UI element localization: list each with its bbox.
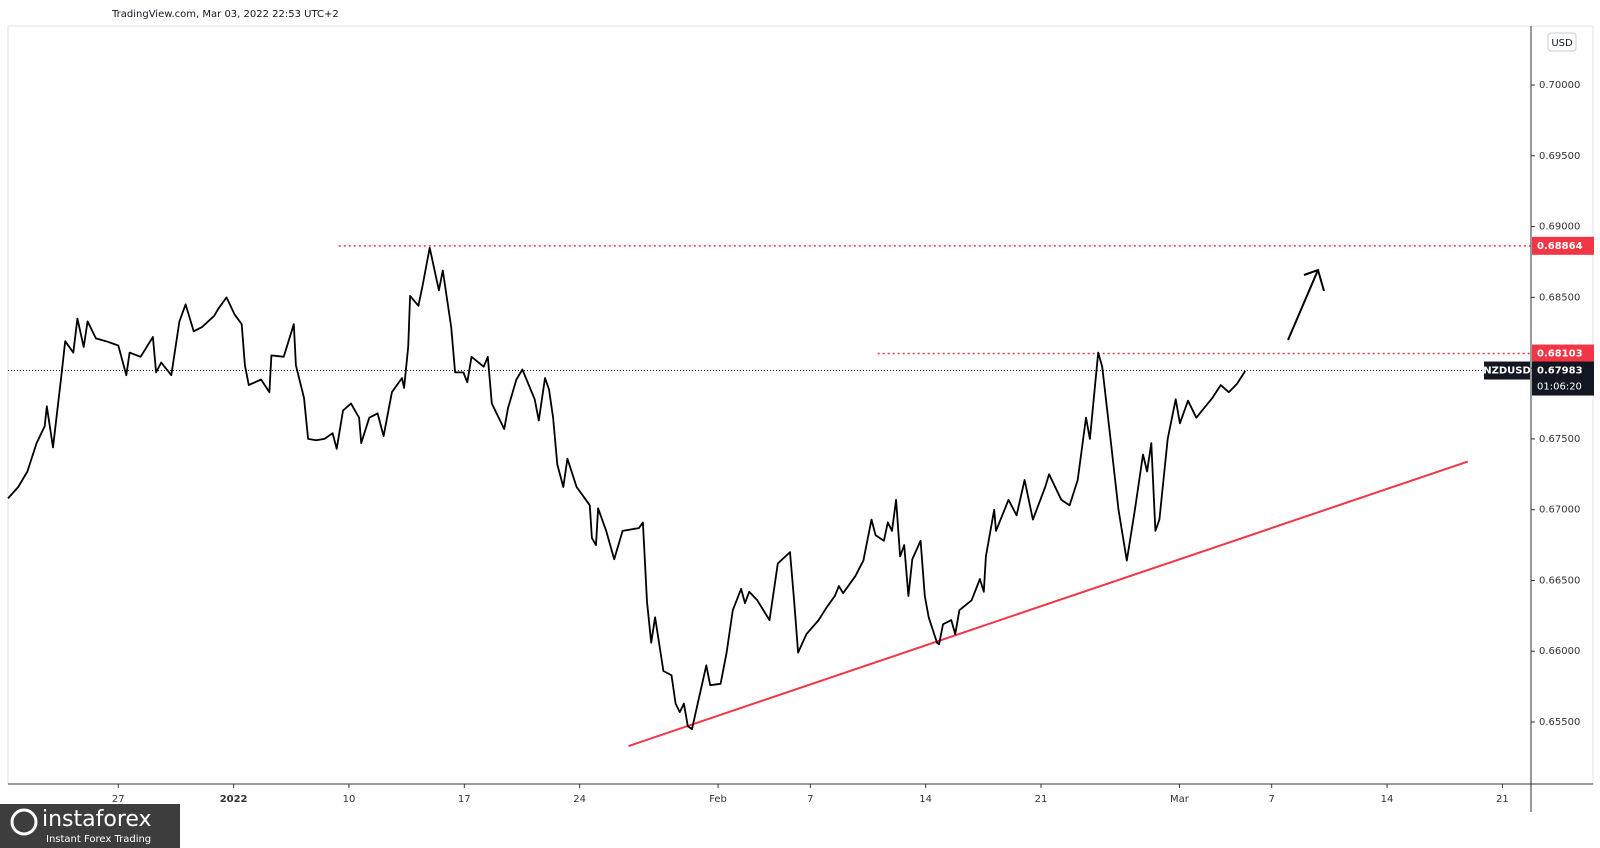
x-tick-label: 14 [919,794,932,805]
logo-name: instaforex [42,807,152,832]
x-tick-label: 10 [343,794,356,805]
y-tick-label: 0.67000 [1539,505,1580,516]
y-tick-label: 0.68500 [1539,292,1580,303]
currency[interactable]: USD [1551,38,1573,49]
y-tick-label: 0.65500 [1539,717,1580,728]
y-tick-label: 0.67500 [1539,434,1580,445]
countdown: 01:06:20 [1537,382,1582,393]
x-tick-label: 21 [1035,794,1048,805]
x-tick-label: 27 [112,794,125,805]
level-label: 0.68864 [1537,241,1583,252]
x-tick-label: Feb [709,794,727,805]
y-tick-label: 0.66000 [1539,646,1580,657]
x-tick-label: 14 [1381,794,1394,805]
arrow-head [1303,268,1325,292]
trendline [628,460,1469,748]
currency-button[interactable] [1547,32,1577,52]
level-label-box [1532,236,1594,255]
y-tick-label: 0.69500 [1539,151,1580,162]
arrow-shaft [1287,269,1319,341]
x-tick-label: Mar [1170,794,1190,805]
x-tick-label: 7 [1269,794,1275,805]
symbol-label: NZDUSD [1483,366,1531,377]
y-tick-label: 0.69000 [1539,222,1580,233]
x-tick-label: 24 [573,794,586,805]
frame [7,25,1594,785]
level-label: 0.68103 [1537,349,1583,360]
price-line [7,246,1246,730]
x-tick-label: 2022 [220,794,248,805]
watermark: instaforex Instant Forex Trading [0,804,180,848]
symbol-box [1484,361,1530,380]
last-price-box [1532,361,1594,396]
y-tick-label: 0.66500 [1539,575,1580,586]
last-price-label: 0.67983 [1537,366,1583,377]
arrow [1287,268,1325,341]
logo-icon [10,808,38,836]
level-label-box [1532,344,1594,363]
x-tick-label: 17 [458,794,471,805]
logo-tagline: Instant Forex Trading [46,834,151,845]
x-tick-label: 7 [807,794,813,805]
y-tick-label: 0.70000 [1539,80,1580,91]
source: TradingView.com, Mar 03, 2022 22:53 UTC+… [111,9,339,20]
x-tick-label: 21 [1496,794,1509,805]
